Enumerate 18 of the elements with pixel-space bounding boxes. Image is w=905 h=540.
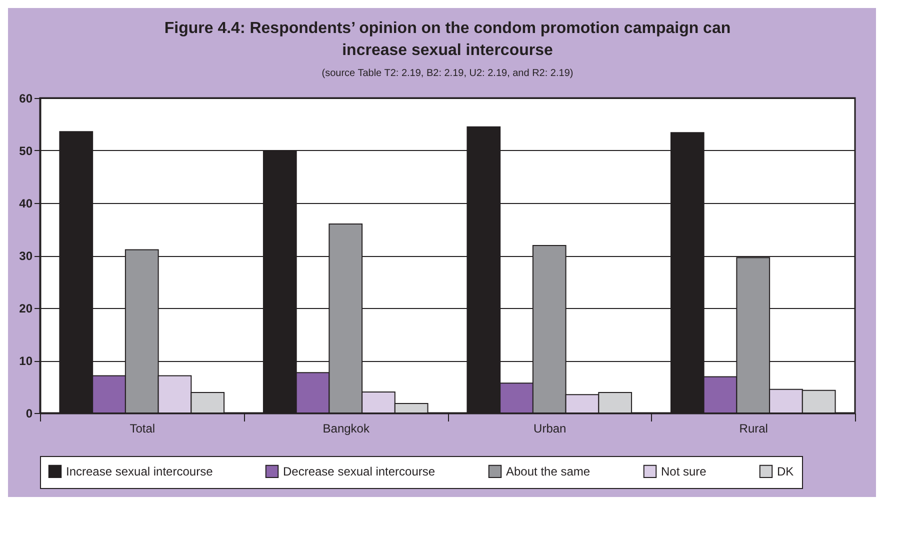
y-tick-label: 60 [19,92,33,106]
legend-label: Decrease sexual intercourse [283,464,436,478]
y-tick-label: 50 [19,144,33,158]
chart-title: Figure 4.4: Respondents’ opinion on the condom promotion campaign can increase sexual intercourse [164,20,731,59]
x-tick-label: Rural [739,422,768,436]
text: (source Table T2: 2.19, B2: 2.19, U2: 2.19, and R2: 2.19) [322,68,574,79]
y-tick-label: 20 [19,302,33,316]
y-tick-label: 0 [26,406,33,420]
legend-label: DK [777,464,794,478]
x-tick-label: Total [130,422,156,436]
legend-label: Not sure [661,464,707,478]
y-tick-label: 30 [19,249,33,263]
legend-label: Increase sexual intercourse [66,464,214,478]
y-tick-label: 40 [19,196,33,210]
x-tick-label: Urban [534,422,566,436]
legend-label: About the same [506,464,590,478]
y-tick-label: 10 [19,354,33,368]
x-tick-label: Bangkok [322,422,370,436]
